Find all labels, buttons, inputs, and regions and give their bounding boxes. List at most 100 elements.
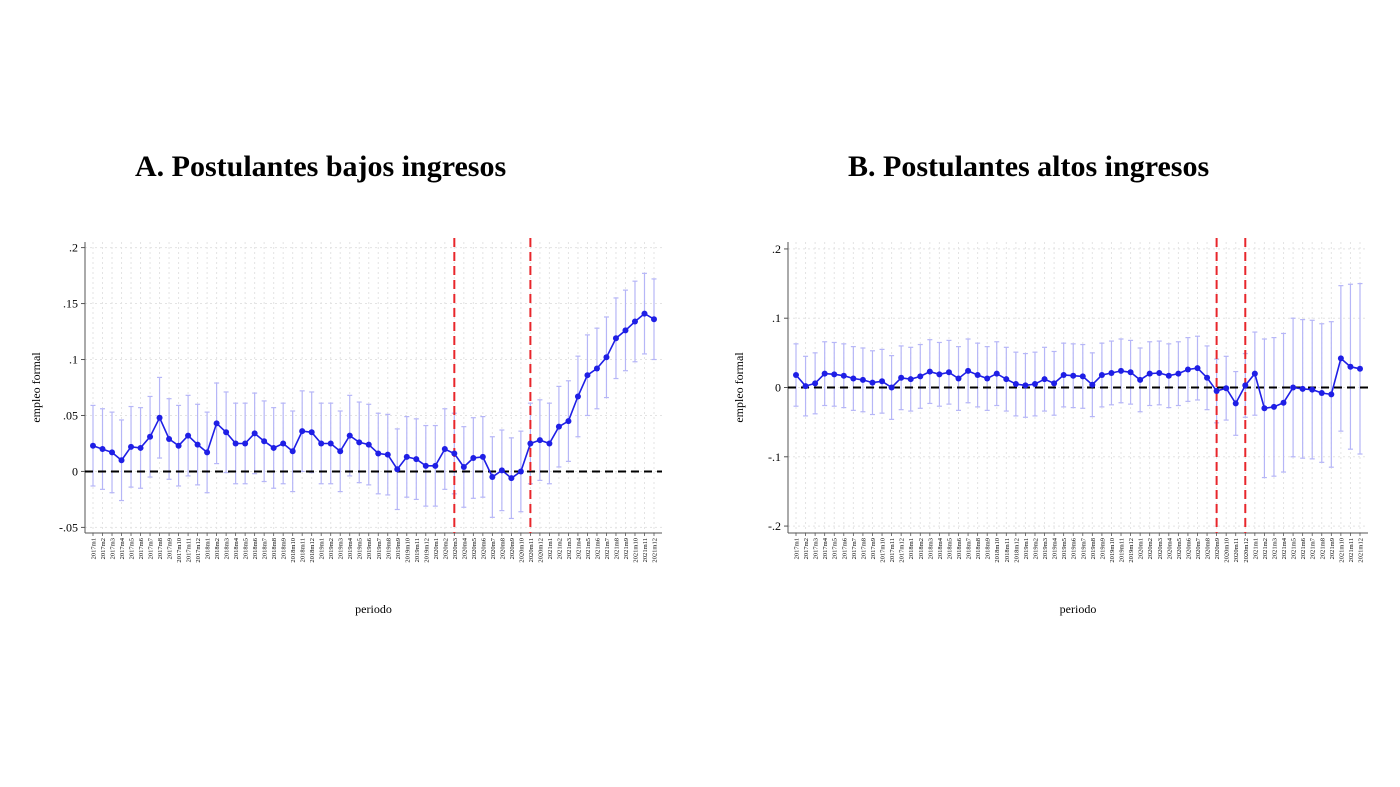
data-point — [945, 369, 952, 376]
x-tick-label: 2018m1 — [205, 538, 212, 559]
data-point — [1070, 372, 1077, 379]
x-tick-label: 2019m9 — [395, 538, 402, 559]
x-tick-label: 2017m1 — [794, 538, 801, 559]
x-tick-label: 2019m8 — [1090, 538, 1097, 559]
data-point — [508, 475, 515, 482]
x-tick-label: 2019m11 — [1119, 538, 1126, 562]
data-point — [365, 441, 372, 448]
data-point — [965, 367, 972, 374]
data-point — [451, 450, 458, 457]
x-tick-label: 2017m3 — [813, 538, 820, 559]
data-point — [1204, 374, 1211, 381]
x-tick-label: 2017m4 — [119, 537, 126, 559]
x-tick-label: 2019m10 — [1109, 538, 1116, 563]
x-tick-label: 2020m3 — [1157, 538, 1164, 559]
x-tick-label: 2020m2 — [1147, 538, 1154, 559]
data-point — [821, 370, 828, 377]
x-tick-label: 2020m5 — [1176, 538, 1183, 559]
x-tick-label: 2021m6 — [594, 537, 601, 559]
x-tick-label: 2020m3 — [452, 538, 459, 559]
x-tick-label: 2021m10 — [632, 538, 639, 563]
x-tick-label: 2017m4 — [822, 537, 829, 559]
data-point — [831, 371, 838, 378]
y-tick-label: -.2 — [768, 519, 781, 533]
x-tick-label: 2020m4 — [1166, 537, 1173, 559]
data-point — [879, 378, 886, 385]
x-tick-label: 2021m5 — [1291, 538, 1298, 559]
x-tick-label: 2017m6 — [138, 537, 145, 559]
data-point — [546, 440, 553, 447]
data-point — [527, 440, 534, 447]
x-tick-label: 2021m10 — [1338, 538, 1345, 563]
data-point — [1290, 384, 1297, 391]
x-tick-label: 2017m11 — [889, 538, 896, 562]
data-point — [1194, 365, 1201, 372]
data-point — [984, 375, 991, 382]
x-axis-label: periodo — [1060, 602, 1097, 616]
x-tick-label: 2018m10 — [290, 538, 297, 563]
x-tick-label: 2021m11 — [642, 538, 649, 562]
chart-a-title: A. Postulantes bajos ingresos — [135, 150, 507, 183]
x-tick-label: 2018m7 — [966, 537, 973, 559]
chart-b-title: B. Postulantes altos ingresos — [848, 150, 1210, 183]
x-tick-label: 2017m10 — [880, 538, 887, 563]
y-axis-label: empleo formal — [732, 352, 746, 423]
data-point — [974, 372, 981, 379]
data-point — [147, 433, 154, 440]
data-point — [1022, 382, 1029, 389]
x-tick-label: 2021m5 — [585, 538, 592, 559]
data-point — [993, 370, 1000, 377]
x-tick-label: 2019m5 — [357, 538, 364, 559]
data-point — [166, 435, 173, 442]
data-point — [574, 393, 581, 400]
x-tick-label: 2021m1 — [1252, 538, 1259, 559]
x-tick-label: 2017m2 — [100, 538, 107, 559]
data-point — [1347, 363, 1354, 370]
x-tick-label: 2021m11 — [1348, 538, 1355, 562]
data-point — [1156, 369, 1163, 376]
data-point — [394, 466, 401, 473]
x-tick-label: 2020m8 — [1205, 538, 1212, 559]
data-point — [280, 440, 287, 447]
data-point — [337, 448, 344, 455]
data-point — [1299, 385, 1306, 392]
x-tick-label: 2020m12 — [537, 538, 544, 563]
data-point — [641, 310, 648, 317]
data-point — [1270, 403, 1277, 410]
x-tick-label: 2017m9 — [167, 538, 174, 559]
x-tick-label: 2021m2 — [1262, 538, 1269, 559]
x-tick-label: 2019m12 — [423, 538, 430, 563]
x-tick-label: 2019m9 — [1099, 538, 1106, 559]
x-tick-label: 2018m5 — [946, 538, 953, 559]
x-tick-label: 2019m6 — [366, 537, 373, 559]
data-point — [489, 474, 496, 481]
x-tick-label: 2019m3 — [338, 538, 345, 559]
x-tick-label: 2017m7 — [851, 537, 858, 559]
x-tick-label: 2019m7 — [376, 537, 383, 559]
x-tick-label: 2017m6 — [841, 537, 848, 559]
x-tick-label: 2021m12 — [1358, 538, 1365, 563]
data-point — [356, 439, 363, 446]
data-point — [1108, 369, 1115, 376]
x-tick-label: 2019m10 — [404, 538, 411, 563]
x-tick-label: 2020m1 — [433, 538, 440, 559]
x-tick-label: 2018m11 — [300, 538, 307, 562]
x-tick-label: 2018m12 — [309, 538, 316, 563]
x-tick-label: 2020m9 — [509, 538, 516, 559]
data-point — [460, 463, 467, 470]
x-tick-label: 2021m3 — [1271, 538, 1278, 559]
data-point — [270, 444, 277, 451]
x-tick-label: 2017m3 — [110, 538, 117, 559]
data-point — [1261, 405, 1268, 412]
data-point — [802, 383, 809, 390]
data-point — [1089, 381, 1096, 388]
x-tick-label: 2018m1 — [908, 538, 915, 559]
x-tick-label: 2018m7 — [262, 537, 269, 559]
data-point — [1060, 372, 1067, 379]
data-point — [1137, 376, 1144, 383]
data-point — [128, 443, 135, 450]
data-point — [1184, 366, 1191, 373]
x-axis-label: periodo — [355, 602, 392, 616]
x-tick-label: 2021m4 — [1281, 537, 1288, 559]
x-tick-label: 2018m12 — [1013, 538, 1020, 563]
